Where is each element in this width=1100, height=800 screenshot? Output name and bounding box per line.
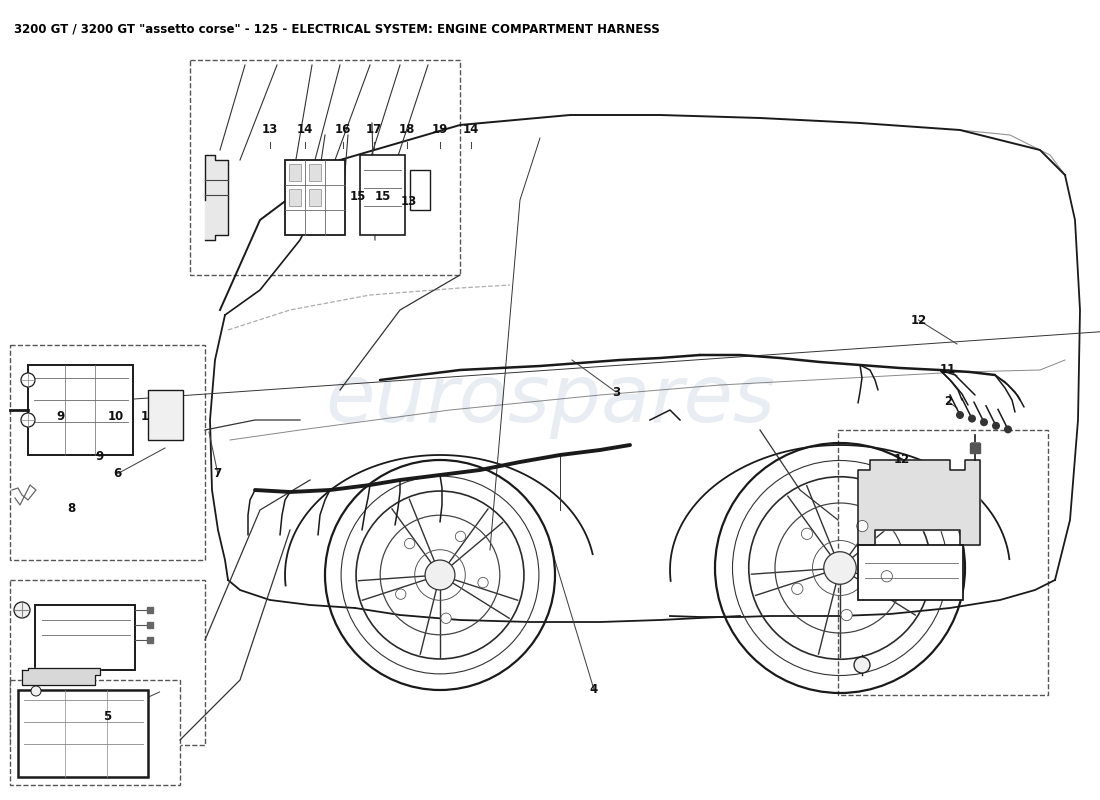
Text: 14: 14 <box>297 123 312 136</box>
Text: 14: 14 <box>463 123 478 136</box>
Polygon shape <box>205 155 228 240</box>
Bar <box>289 164 301 181</box>
Text: 19: 19 <box>432 123 448 136</box>
Bar <box>10 680 180 785</box>
Text: 11: 11 <box>940 363 956 376</box>
Bar <box>410 170 430 210</box>
Circle shape <box>31 686 41 696</box>
Text: 3: 3 <box>612 386 620 398</box>
Text: 17: 17 <box>366 123 382 136</box>
Circle shape <box>792 583 803 594</box>
Circle shape <box>455 531 465 542</box>
Circle shape <box>857 521 868 532</box>
Circle shape <box>824 552 856 584</box>
Polygon shape <box>22 668 100 685</box>
Polygon shape <box>858 460 980 545</box>
Circle shape <box>396 589 406 599</box>
Text: 2: 2 <box>944 395 953 408</box>
Bar <box>289 189 301 206</box>
Circle shape <box>992 422 1000 430</box>
Bar <box>35 605 135 670</box>
Bar <box>10 580 205 745</box>
Circle shape <box>1004 426 1012 434</box>
Text: 10: 10 <box>108 410 123 422</box>
Bar <box>10 345 205 560</box>
Bar <box>190 60 460 275</box>
Text: 12: 12 <box>894 454 910 466</box>
Bar <box>309 164 321 181</box>
Text: 15: 15 <box>350 190 365 202</box>
Bar <box>838 430 1048 695</box>
Text: 7: 7 <box>213 467 222 480</box>
Bar <box>360 155 405 235</box>
Text: 18: 18 <box>399 123 415 136</box>
Circle shape <box>980 418 988 426</box>
Circle shape <box>854 657 870 673</box>
Text: 1: 1 <box>141 410 150 422</box>
Bar <box>28 365 133 455</box>
Circle shape <box>477 578 488 588</box>
Text: 3200 GT / 3200 GT "assetto corse" - 125 - ELECTRICAL SYSTEM: ENGINE COMPARTMENT : 3200 GT / 3200 GT "assetto corse" - 125 … <box>14 22 660 35</box>
Bar <box>309 189 321 206</box>
Circle shape <box>441 613 451 623</box>
Bar <box>148 390 183 440</box>
Circle shape <box>956 411 964 419</box>
Circle shape <box>968 414 976 422</box>
Text: 6: 6 <box>113 467 122 480</box>
Text: 15: 15 <box>375 190 390 202</box>
Text: 8: 8 <box>67 502 76 514</box>
Circle shape <box>405 538 415 549</box>
Circle shape <box>881 570 892 582</box>
Text: 13: 13 <box>262 123 277 136</box>
Circle shape <box>21 373 35 387</box>
Text: 5: 5 <box>102 710 111 722</box>
Circle shape <box>21 413 35 427</box>
Bar <box>18 690 148 777</box>
Bar <box>285 160 345 235</box>
Text: eurospares: eurospares <box>324 361 776 439</box>
Circle shape <box>425 560 455 590</box>
Circle shape <box>802 528 813 539</box>
Text: 13: 13 <box>402 195 417 208</box>
Text: 16: 16 <box>336 123 351 136</box>
Text: 4: 4 <box>590 683 598 696</box>
Text: 12: 12 <box>911 314 926 326</box>
Text: 9: 9 <box>56 410 65 422</box>
Text: 9: 9 <box>95 450 103 462</box>
Circle shape <box>842 610 852 621</box>
Circle shape <box>14 602 30 618</box>
Bar <box>858 545 962 600</box>
